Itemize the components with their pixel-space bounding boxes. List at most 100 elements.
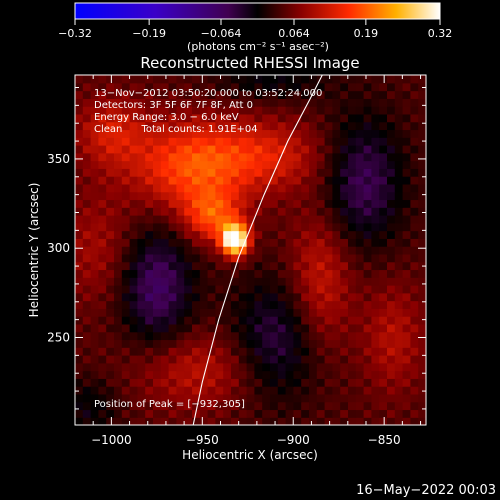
heatmap-cell [192, 230, 201, 239]
heatmap-cell [153, 215, 162, 224]
heatmap-cell [340, 106, 349, 115]
heatmap-cell [207, 145, 216, 154]
heatmap-cell [301, 137, 310, 146]
heatmap-cell [192, 222, 201, 232]
heatmap-cell [394, 401, 404, 411]
heatmap-cell [301, 393, 310, 403]
heatmap-cell [316, 145, 326, 154]
heatmap-cell [316, 199, 326, 208]
heatmap-cell [90, 238, 99, 247]
heatmap-cell [223, 152, 232, 162]
heatmap-cell [371, 393, 380, 403]
heatmap-cell [262, 168, 271, 177]
heatmap-cell [82, 82, 92, 92]
heatmap-cell [293, 417, 302, 425]
heatmap-cell [348, 253, 357, 263]
heatmap-cell [121, 121, 131, 131]
heatmap-cell [215, 355, 224, 364]
heatmap-cell [137, 253, 146, 263]
heatmap-cell [129, 277, 138, 286]
heatmap-cell [293, 386, 302, 395]
heatmap-cell [387, 90, 396, 99]
heatmap-cell [387, 191, 396, 201]
heatmap-cell [98, 199, 107, 208]
heatmap-cell [160, 168, 170, 177]
heatmap-cell [418, 183, 426, 193]
heatmap-cell [355, 222, 365, 232]
heatmap-cell [402, 75, 411, 84]
heatmap-cell [387, 261, 396, 271]
heatmap-cell [199, 113, 209, 123]
heatmap-cell [223, 168, 232, 177]
heatmap-cell [348, 261, 357, 271]
heatmap-cell [402, 215, 411, 224]
heatmap-cell [114, 238, 123, 247]
heatmap-cell [262, 90, 271, 99]
heatmap-cell [355, 300, 365, 309]
heatmap-cell [277, 339, 287, 348]
heatmap-cell [410, 145, 419, 154]
heatmap-cell [168, 129, 177, 138]
heatmap-cell [160, 207, 170, 216]
heatmap-cell [199, 246, 209, 255]
heatmap-cell [348, 176, 357, 185]
heatmap-cell [410, 129, 419, 138]
heatmap-cell [348, 207, 357, 216]
heatmap-cell [106, 362, 115, 372]
heatmap-cell [270, 378, 279, 387]
heatmap-cell [223, 199, 232, 208]
heatmap-cell [75, 246, 84, 255]
heatmap-cell [293, 378, 302, 387]
heatmap-cell [270, 331, 279, 341]
heatmap-cell [176, 207, 185, 216]
heatmap-cell [75, 191, 84, 201]
heatmap-cell [207, 253, 216, 263]
heatmap-cell [270, 145, 279, 154]
heatmap-cell [129, 378, 138, 387]
heatmap-cell [285, 137, 294, 146]
heatmap-cell [324, 378, 333, 387]
heatmap-cell [246, 316, 255, 325]
heatmap-cell [153, 300, 162, 309]
heatmap-cell [121, 168, 131, 177]
heatmap-cell [145, 246, 154, 255]
heatmap-cell [82, 145, 92, 154]
heatmap-cell [192, 90, 201, 99]
heatmap-cell [293, 292, 302, 302]
heatmap-cell [215, 362, 224, 372]
heatmap-cell [394, 300, 404, 309]
heatmap-cell [176, 393, 185, 403]
heatmap-cell [238, 253, 248, 263]
heatmap-cell [270, 137, 279, 146]
heatmap-cell [293, 285, 302, 294]
heatmap-cell [301, 386, 310, 395]
heatmap-cell [355, 168, 365, 177]
heatmap-cell [277, 106, 287, 115]
heatmap-cell [355, 82, 365, 92]
heatmap-cell [293, 269, 302, 278]
heatmap-cell [145, 238, 154, 247]
heatmap-cell [324, 82, 333, 92]
heatmap-cell [114, 362, 123, 372]
heatmap-cell [231, 331, 240, 341]
heatmap-cell [348, 215, 357, 224]
heatmap-cell [387, 347, 396, 356]
heatmap-cell [410, 238, 419, 247]
heatmap-cell [340, 253, 349, 263]
heatmap-cell [106, 261, 115, 271]
heatmap-cell [277, 75, 287, 84]
heatmap-cell [277, 113, 287, 123]
heatmap-cell [355, 152, 365, 162]
heatmap-cell [309, 323, 318, 333]
heatmap-cell [332, 355, 341, 364]
heatmap-cell [324, 168, 333, 177]
heatmap-cell [277, 176, 287, 185]
heatmap-cell [207, 339, 216, 348]
heatmap-cell [192, 106, 201, 115]
heatmap-cell [301, 316, 310, 325]
heatmap-cell [153, 145, 162, 154]
heatmap-cell [387, 75, 396, 84]
heatmap-cell [348, 370, 357, 379]
heatmap-cell [340, 378, 349, 387]
heatmap-cell [153, 183, 162, 193]
